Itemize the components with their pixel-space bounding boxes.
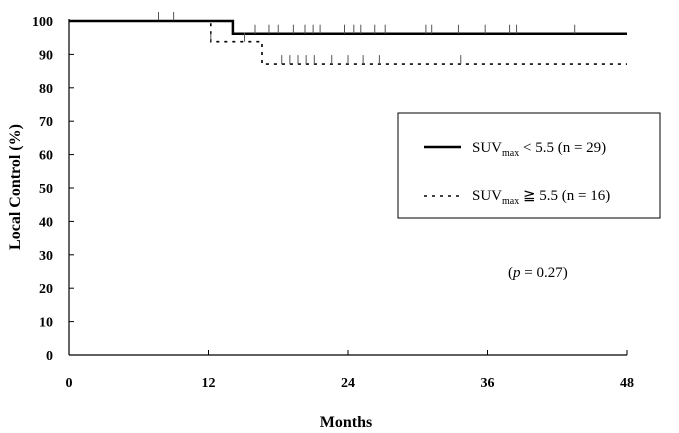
y-tick-label: 50 (39, 182, 53, 197)
legend-box (397, 112, 661, 219)
y-tick-label: 60 (39, 149, 53, 164)
y-tick-label: 40 (39, 215, 53, 230)
x-tick-label: 24 (341, 376, 355, 391)
legend: SUVmax < 5.5 (n = 29) SUVmax ≧ 5.5 (n = … (397, 112, 661, 219)
y-tick-label: 90 (39, 48, 53, 63)
x-axis-title: Months (320, 414, 372, 431)
y-axis-ticks: 0 10 20 30 40 50 60 70 80 90 100 (32, 15, 74, 364)
series-1-curve (69, 19, 627, 35)
y-tick-label: 10 (39, 316, 53, 331)
y-tick-label: 100 (32, 15, 53, 30)
x-axis-ticks: 0 12 24 36 48 (66, 350, 634, 391)
survival-curves (69, 12, 627, 65)
series-2-curve (69, 20, 627, 65)
x-tick-label: 12 (202, 376, 216, 391)
y-tick-label: 20 (39, 282, 53, 297)
x-tick-label: 36 (481, 376, 495, 391)
y-axis-title: Local Control (%) (7, 124, 24, 250)
y-tick-label: 0 (46, 349, 53, 364)
y-tick-label: 80 (39, 82, 53, 97)
legend-entry-1: SUVmax < 5.5 (n = 29) (472, 140, 606, 159)
x-tick-label: 48 (620, 376, 634, 391)
y-tick-label: 30 (39, 249, 53, 264)
x-tick-label: 0 (66, 376, 73, 391)
p-value-annotation: (p = 0.27) (508, 265, 568, 281)
legend-entry-2: SUVmax ≧ 5.5 (n = 16) (472, 188, 610, 207)
y-tick-label: 70 (39, 115, 53, 130)
